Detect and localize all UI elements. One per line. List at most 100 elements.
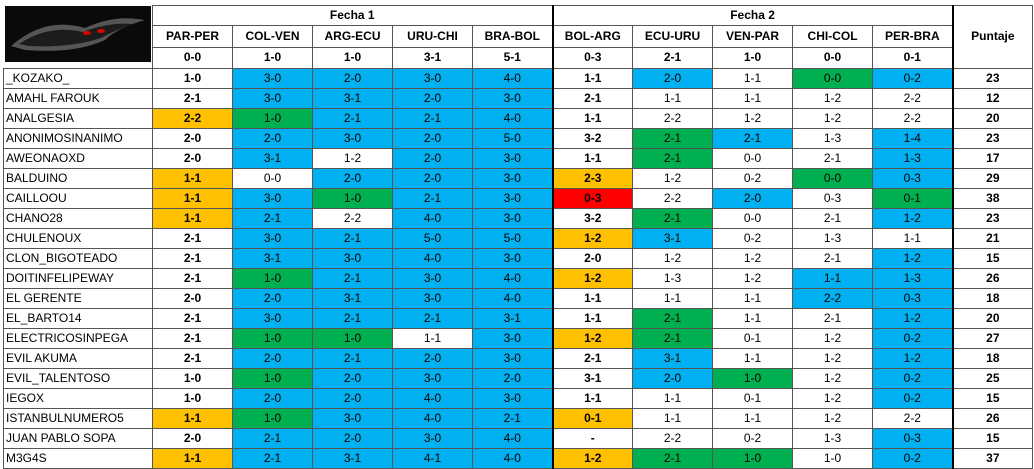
pick: 0-2 xyxy=(712,427,794,449)
score: 12 xyxy=(951,87,1034,109)
score: 17 xyxy=(951,147,1034,169)
pick: 1-1 xyxy=(392,327,473,349)
pick: 3-0 xyxy=(471,327,554,349)
pick: 3-1 xyxy=(632,227,714,249)
pick: 1-0 xyxy=(232,267,313,289)
pick: 0-0 xyxy=(232,167,313,189)
pick: 4-0 xyxy=(471,447,554,469)
player-name: EL GERENTE xyxy=(3,287,153,309)
pick: 3-0 xyxy=(392,287,473,309)
pick: 2-0 xyxy=(232,127,313,149)
player-row: BALDUINO 1-1 0-0 2-0 2-0 3-0 2-3 1-2 0-2 0-0 0-3 29 xyxy=(3,167,1034,189)
pick: 1-2 xyxy=(792,387,874,409)
pick: 1-1 xyxy=(632,87,714,109)
header-row: Fecha 1 Fecha 2 Puntaje xyxy=(3,4,1034,69)
pick: 4-0 xyxy=(471,427,554,449)
pick: 2-0 xyxy=(392,347,473,369)
player-row: CHULENOUX 2-1 3-0 2-1 5-0 5-0 1-2 3-1 0-2 1-3 1-1 2… xyxy=(3,227,1034,249)
pick: 2-3 xyxy=(551,167,634,189)
sheet: Fecha 1 Fecha 2 Puntaje PAR-PER COL-VEN AR… xyxy=(3,4,1034,469)
match-name: COL-VEN xyxy=(232,25,313,49)
pick: 3-2 xyxy=(551,207,634,229)
player-row: IEGOX 1-0 2-0 2-0 4-0 3-0 1-1 1-1 0-1 1-2 0-2 15 xyxy=(3,387,1034,409)
pick: 4-0 xyxy=(471,107,554,129)
match-result: 3-1 xyxy=(392,47,473,69)
match-result: 1-0 xyxy=(712,47,794,69)
pick: 1-4 xyxy=(872,127,954,149)
pick: 2-0 xyxy=(152,287,233,309)
pick: 4-1 xyxy=(392,447,473,469)
pick: 4-0 xyxy=(471,287,554,309)
score: 15 xyxy=(951,387,1034,409)
pick: 3-0 xyxy=(312,127,393,149)
pick: 5-0 xyxy=(471,227,554,249)
pick: 1-2 xyxy=(872,347,954,369)
pick: 1-0 xyxy=(712,367,794,389)
pick: 1-1 xyxy=(551,307,634,329)
score: 38 xyxy=(951,187,1034,209)
pick: 0-2 xyxy=(872,367,954,389)
player-name: ANONIMOSINANIMO xyxy=(3,127,153,149)
player-name: ELECTRICOSINPEGA xyxy=(3,327,153,349)
pick: 1-3 xyxy=(872,147,954,169)
pick: 0-2 xyxy=(712,167,794,189)
player-row: _KOZAKO_ 1-0 3-0 2-0 3-0 4-0 1-1 2-0 1-1 0-0 0-2 23 xyxy=(3,67,1034,89)
player-row: CLON_BIGOTEADO 2-1 3-1 3-0 4-0 3-0 2-0 1-2 1-2 2-… xyxy=(3,247,1034,269)
pick: 1-1 xyxy=(712,287,794,309)
pick: 0-2 xyxy=(872,327,954,349)
pick: 4-0 xyxy=(471,67,554,89)
score-table: Fecha 1 Fecha 2 Puntaje PAR-PER COL-VEN AR… xyxy=(3,4,1034,469)
pick: 1-1 xyxy=(152,447,233,469)
pick: 3-0 xyxy=(232,187,313,209)
pick: 2-0 xyxy=(392,167,473,189)
pick: 3-0 xyxy=(312,247,393,269)
pick: 0-1 xyxy=(712,387,794,409)
player-name: CAILLOOU xyxy=(3,187,153,209)
pick: 2-1 xyxy=(152,267,233,289)
pick: 1-2 xyxy=(792,107,874,129)
pick: 3-1 xyxy=(632,347,714,369)
pick: 2-1 xyxy=(632,147,714,169)
pick: 1-1 xyxy=(551,287,634,309)
player-row: EL GERENTE 2-0 2-0 3-1 3-0 4-0 1-1 1-1 1-1 2-2 0-3… xyxy=(3,287,1034,309)
match-name: ARG-ECU xyxy=(312,25,393,49)
pick: 3-0 xyxy=(471,387,554,409)
pick: 0-3 xyxy=(551,187,634,209)
player-row: AMAHL FAROUK 2-1 3-0 3-1 2-0 3-0 2-1 1-1 1-1 1-2 2… xyxy=(3,87,1034,109)
pick: 2-2 xyxy=(152,107,233,129)
match-name: PAR-PER xyxy=(152,25,233,49)
pick: 1-3 xyxy=(632,267,714,289)
score: 37 xyxy=(951,447,1034,469)
pick: 3-0 xyxy=(471,147,554,169)
pick: 0-0 xyxy=(792,67,874,89)
pick: 1-1 xyxy=(712,87,794,109)
pick: 1-1 xyxy=(152,187,233,209)
group-header: Fecha 2 xyxy=(551,4,954,27)
pick: 3-0 xyxy=(392,367,473,389)
pick: 1-2 xyxy=(792,367,874,389)
pick: 1-3 xyxy=(792,127,874,149)
pick: 3-0 xyxy=(392,67,473,89)
match-result: 0-1 xyxy=(872,47,954,69)
pick: 1-0 xyxy=(232,407,313,429)
player-name: IEGOX xyxy=(3,387,153,409)
pick: 3-0 xyxy=(471,187,554,209)
pick: 3-1 xyxy=(471,307,554,329)
pick: 2-2 xyxy=(632,427,714,449)
pick: 1-2 xyxy=(792,347,874,369)
player-name: ISTANBULNUMERO5 xyxy=(3,407,153,429)
score: 15 xyxy=(951,427,1034,449)
pick: 1-2 xyxy=(712,247,794,269)
pick: 1-3 xyxy=(792,427,874,449)
pick: 3-0 xyxy=(232,307,313,329)
score: 29 xyxy=(951,167,1034,189)
pick: 1-0 xyxy=(312,187,393,209)
score-header: Puntaje xyxy=(951,5,1034,69)
pick: 2-1 xyxy=(551,347,634,369)
pick: 1-0 xyxy=(232,367,313,389)
pick: 3-0 xyxy=(471,207,554,229)
pick: 2-0 xyxy=(152,427,233,449)
pick: - xyxy=(551,427,634,449)
score: 26 xyxy=(951,407,1034,429)
pick: 1-3 xyxy=(872,267,954,289)
